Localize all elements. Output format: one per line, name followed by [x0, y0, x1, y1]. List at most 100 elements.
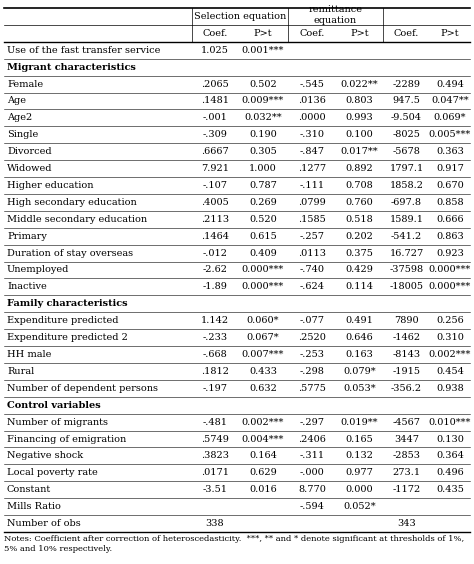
Text: -1.89: -1.89: [202, 283, 228, 292]
Text: -.257: -.257: [300, 232, 325, 241]
Text: -5678: -5678: [392, 147, 420, 156]
Text: -18005: -18005: [390, 283, 423, 292]
Text: 1.025: 1.025: [201, 46, 229, 55]
Text: -.298: -.298: [300, 367, 324, 376]
Text: 0.310: 0.310: [436, 333, 464, 342]
Text: 0.646: 0.646: [346, 333, 374, 342]
Text: .2406: .2406: [298, 434, 326, 443]
Text: -8143: -8143: [392, 350, 420, 359]
Text: P>t: P>t: [350, 29, 369, 38]
Text: .1585: .1585: [298, 215, 326, 224]
Text: -.000: -.000: [300, 468, 324, 477]
Text: 0.491: 0.491: [346, 316, 374, 325]
Text: Number of obs: Number of obs: [7, 519, 81, 528]
Text: Female: Female: [7, 80, 43, 89]
Text: 0.130: 0.130: [436, 434, 464, 443]
Text: 0.923: 0.923: [436, 249, 464, 258]
Text: 0.164: 0.164: [249, 451, 277, 460]
Text: 0.047**: 0.047**: [431, 96, 469, 105]
Text: 0.004***: 0.004***: [242, 434, 284, 443]
Text: 0.053*: 0.053*: [343, 384, 376, 393]
Text: 0.000***: 0.000***: [429, 266, 471, 275]
Text: 0.433: 0.433: [249, 367, 277, 376]
Text: -1915: -1915: [392, 367, 420, 376]
Text: -.077: -.077: [300, 316, 325, 325]
Text: .2065: .2065: [201, 80, 229, 89]
Text: Number of migrants: Number of migrants: [7, 417, 108, 426]
Text: 0.787: 0.787: [249, 181, 277, 190]
Text: -.311: -.311: [300, 451, 325, 460]
Text: .3823: .3823: [201, 451, 229, 460]
Text: 0.069*: 0.069*: [434, 113, 466, 122]
Text: 0.760: 0.760: [346, 198, 374, 207]
Text: Control variables: Control variables: [7, 401, 101, 409]
Text: .0000: .0000: [298, 113, 326, 122]
Text: Unemployed: Unemployed: [7, 266, 69, 275]
Text: 0.009***: 0.009***: [242, 96, 284, 105]
Text: -37598: -37598: [390, 266, 424, 275]
Text: High secondary education: High secondary education: [7, 198, 137, 207]
Text: 0.060*: 0.060*: [247, 316, 279, 325]
Text: 0.002***: 0.002***: [429, 350, 471, 359]
Text: 0.917: 0.917: [436, 164, 464, 173]
Text: 0.858: 0.858: [436, 198, 464, 207]
Text: -541.2: -541.2: [391, 232, 422, 241]
Text: Local poverty rate: Local poverty rate: [7, 468, 98, 477]
Text: 1.142: 1.142: [201, 316, 229, 325]
Text: .4005: .4005: [201, 198, 229, 207]
Text: -.297: -.297: [300, 417, 325, 426]
Text: 0.114: 0.114: [346, 283, 374, 292]
Text: 0.165: 0.165: [346, 434, 374, 443]
Text: 0.079*: 0.079*: [343, 367, 376, 376]
Text: -1462: -1462: [392, 333, 420, 342]
Text: 947.5: 947.5: [392, 96, 420, 105]
Text: -1172: -1172: [392, 485, 420, 494]
Text: -356.2: -356.2: [391, 384, 422, 393]
Text: Constant: Constant: [7, 485, 51, 494]
Text: 0.454: 0.454: [436, 367, 464, 376]
Text: 0.256: 0.256: [436, 316, 464, 325]
Text: 0.010***: 0.010***: [429, 417, 471, 426]
Text: Financing of emigration: Financing of emigration: [7, 434, 126, 443]
Text: 0.708: 0.708: [346, 181, 374, 190]
Text: -.001: -.001: [202, 113, 228, 122]
Text: -3.51: -3.51: [202, 485, 228, 494]
Text: .1481: .1481: [201, 96, 229, 105]
Text: Higher education: Higher education: [7, 181, 93, 190]
Text: 0.863: 0.863: [436, 232, 464, 241]
Text: 0.938: 0.938: [436, 384, 464, 393]
Text: -.740: -.740: [300, 266, 325, 275]
Text: Age2: Age2: [7, 113, 32, 122]
Text: -9.504: -9.504: [391, 113, 422, 122]
Text: 338: 338: [206, 519, 224, 528]
Text: .0171: .0171: [201, 468, 229, 477]
Text: Selection equation: Selection equation: [194, 12, 286, 21]
Text: 1589.1: 1589.1: [390, 215, 423, 224]
Text: 0.803: 0.803: [346, 96, 374, 105]
Text: 3447: 3447: [394, 434, 419, 443]
Text: -.111: -.111: [300, 181, 325, 190]
Text: HH male: HH male: [7, 350, 51, 359]
Text: Age: Age: [7, 96, 26, 105]
Text: -.310: -.310: [300, 130, 325, 139]
Text: 0.067*: 0.067*: [246, 333, 279, 342]
Text: 0.670: 0.670: [436, 181, 464, 190]
Text: Rural: Rural: [7, 367, 34, 376]
Text: 0.632: 0.632: [249, 384, 277, 393]
Text: -.233: -.233: [202, 333, 228, 342]
Text: 0.892: 0.892: [346, 164, 374, 173]
Text: 0.022**: 0.022**: [341, 80, 378, 89]
Text: 0.520: 0.520: [249, 215, 277, 224]
Text: -.012: -.012: [202, 249, 228, 258]
Text: 16.727: 16.727: [389, 249, 424, 258]
Text: Primary: Primary: [7, 232, 47, 241]
Text: 1858.2: 1858.2: [390, 181, 423, 190]
Text: 0.007***: 0.007***: [242, 350, 284, 359]
Text: 0.005***: 0.005***: [429, 130, 471, 139]
Text: 0.496: 0.496: [436, 468, 464, 477]
Text: -.107: -.107: [202, 181, 228, 190]
Text: -.624: -.624: [300, 283, 325, 292]
Text: 0.305: 0.305: [249, 147, 277, 156]
Text: 0.977: 0.977: [346, 468, 374, 477]
Text: 7.921: 7.921: [201, 164, 229, 173]
